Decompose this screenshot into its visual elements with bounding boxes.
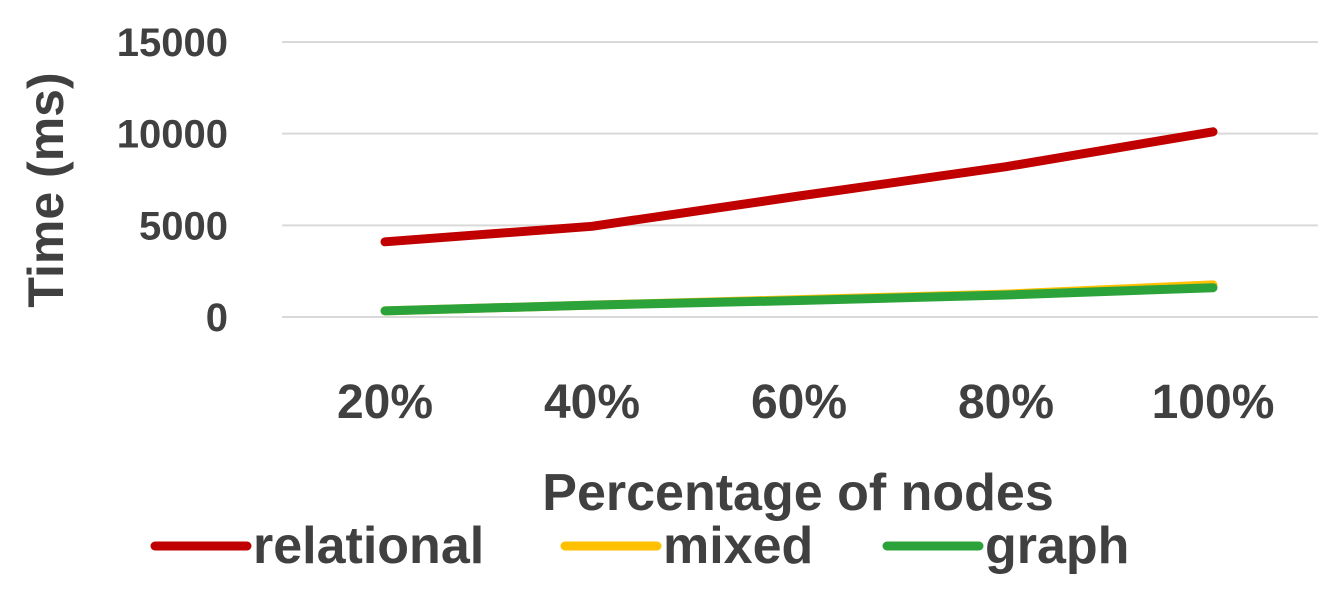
legend-label-relational: relational [253,517,484,575]
x-tick-label: 60% [751,376,847,429]
y-tick-label: 15000 [117,21,228,65]
x-tick-label: 20% [337,376,433,429]
legend: relational mixed graph [150,517,1129,575]
x-tick-label: 40% [544,376,640,429]
y-tick-label: 0 [206,296,228,340]
gridlines [282,41,1318,318]
series-lines [380,127,1218,316]
x-tick-label: 80% [958,376,1054,429]
y-axis-ticks: 0 5000 10000 15000 [117,21,228,340]
y-axis-title: Time (ms) [18,72,74,307]
x-axis-title: Percentage of nodes [542,464,1053,522]
x-tick-label: 100% [1152,376,1275,429]
series-line-graph [380,283,1218,316]
legend-label-mixed: mixed [663,517,813,575]
y-tick-label: 10000 [117,113,228,157]
x-axis-ticks: 20% 40% 60% 80% 100% [337,376,1274,429]
legend-label-graph: graph [985,517,1129,575]
y-tick-label: 5000 [139,204,228,248]
series-line-relational [380,127,1218,247]
